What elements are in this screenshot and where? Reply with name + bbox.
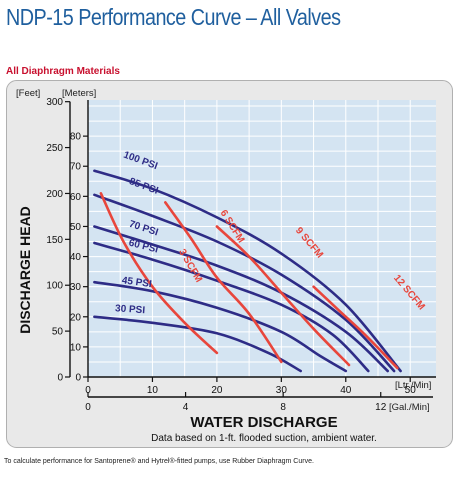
y-axis-title: DISCHARGE HEAD [17, 206, 33, 334]
feet-tick-label: 0 [57, 373, 63, 384]
scfm-curve-3-scfm [99, 192, 219, 355]
psi-curve-60-psi [93, 241, 370, 373]
scfm-curve-12-scfm [312, 285, 399, 370]
liter-tick-label: 40 [340, 385, 352, 396]
chart-subtitle: All Diaphragm Materials [6, 66, 120, 77]
chart-note: Data based on 1-ft. flooded suction, amb… [151, 433, 377, 444]
gallon-tick-label: 12 [375, 402, 387, 413]
meter-tick-label: 40 [70, 252, 82, 263]
chart-frame: 100 PSI 85 PSI 70 PSI 60 PSI 45 PSI 30 PSI 3 S… [6, 80, 453, 448]
liter-tick-label: 50 [405, 385, 417, 396]
x-unit-primary: [Ltr./Min] [395, 380, 431, 391]
psi-curve-100-psi [93, 169, 402, 373]
meter-tick-label: 60 [70, 192, 82, 203]
y-unit-primary: [Feet] [16, 88, 40, 99]
liter-tick-label: 0 [85, 385, 91, 396]
psi-curve-45-psi [93, 280, 348, 373]
meter-tick-label: 0 [75, 373, 81, 384]
meter-tick-label: 30 [70, 282, 82, 293]
scfm-curve-9-scfm [215, 225, 351, 367]
liter-tick-label: 30 [276, 385, 288, 396]
liter-tick-label: 10 [147, 385, 159, 396]
feet-tick-label: 200 [46, 189, 63, 200]
meter-tick-label: 80 [70, 132, 82, 143]
gallon-tick-label: 8 [280, 402, 286, 413]
gallon-tick-label: 4 [183, 402, 189, 413]
curve-label: 45 PSI [121, 275, 152, 290]
x-axis-title: WATER DISCHARGE [190, 414, 337, 431]
footnote: To calculate performance for Santoprene®… [4, 458, 314, 465]
feet-tick-label: 150 [46, 235, 63, 246]
curves [93, 169, 402, 373]
meter-tick-label: 70 [70, 162, 82, 173]
scfm-curve-6-scfm [164, 201, 283, 364]
psi-curve-70-psi [93, 225, 389, 373]
meter-tick-label: 20 [70, 312, 82, 323]
feet-tick-label: 100 [46, 281, 63, 292]
curve-label: 30 PSI [115, 303, 146, 316]
liter-tick-label: 20 [211, 385, 223, 396]
page-title: NDP-15 Performance Curve – All Valves [6, 4, 341, 30]
x-unit-secondary: [Gal./Min] [389, 402, 430, 413]
plot-area [88, 100, 436, 377]
meter-tick-label: 50 [70, 222, 82, 233]
meter-tick-label: 10 [70, 342, 82, 353]
y-unit-secondary: [Meters] [62, 88, 96, 99]
gallon-tick-label: 0 [85, 402, 91, 413]
feet-tick-label: 50 [52, 327, 64, 338]
feet-tick-label: 300 [46, 97, 63, 108]
feet-tick-label: 250 [46, 143, 63, 154]
